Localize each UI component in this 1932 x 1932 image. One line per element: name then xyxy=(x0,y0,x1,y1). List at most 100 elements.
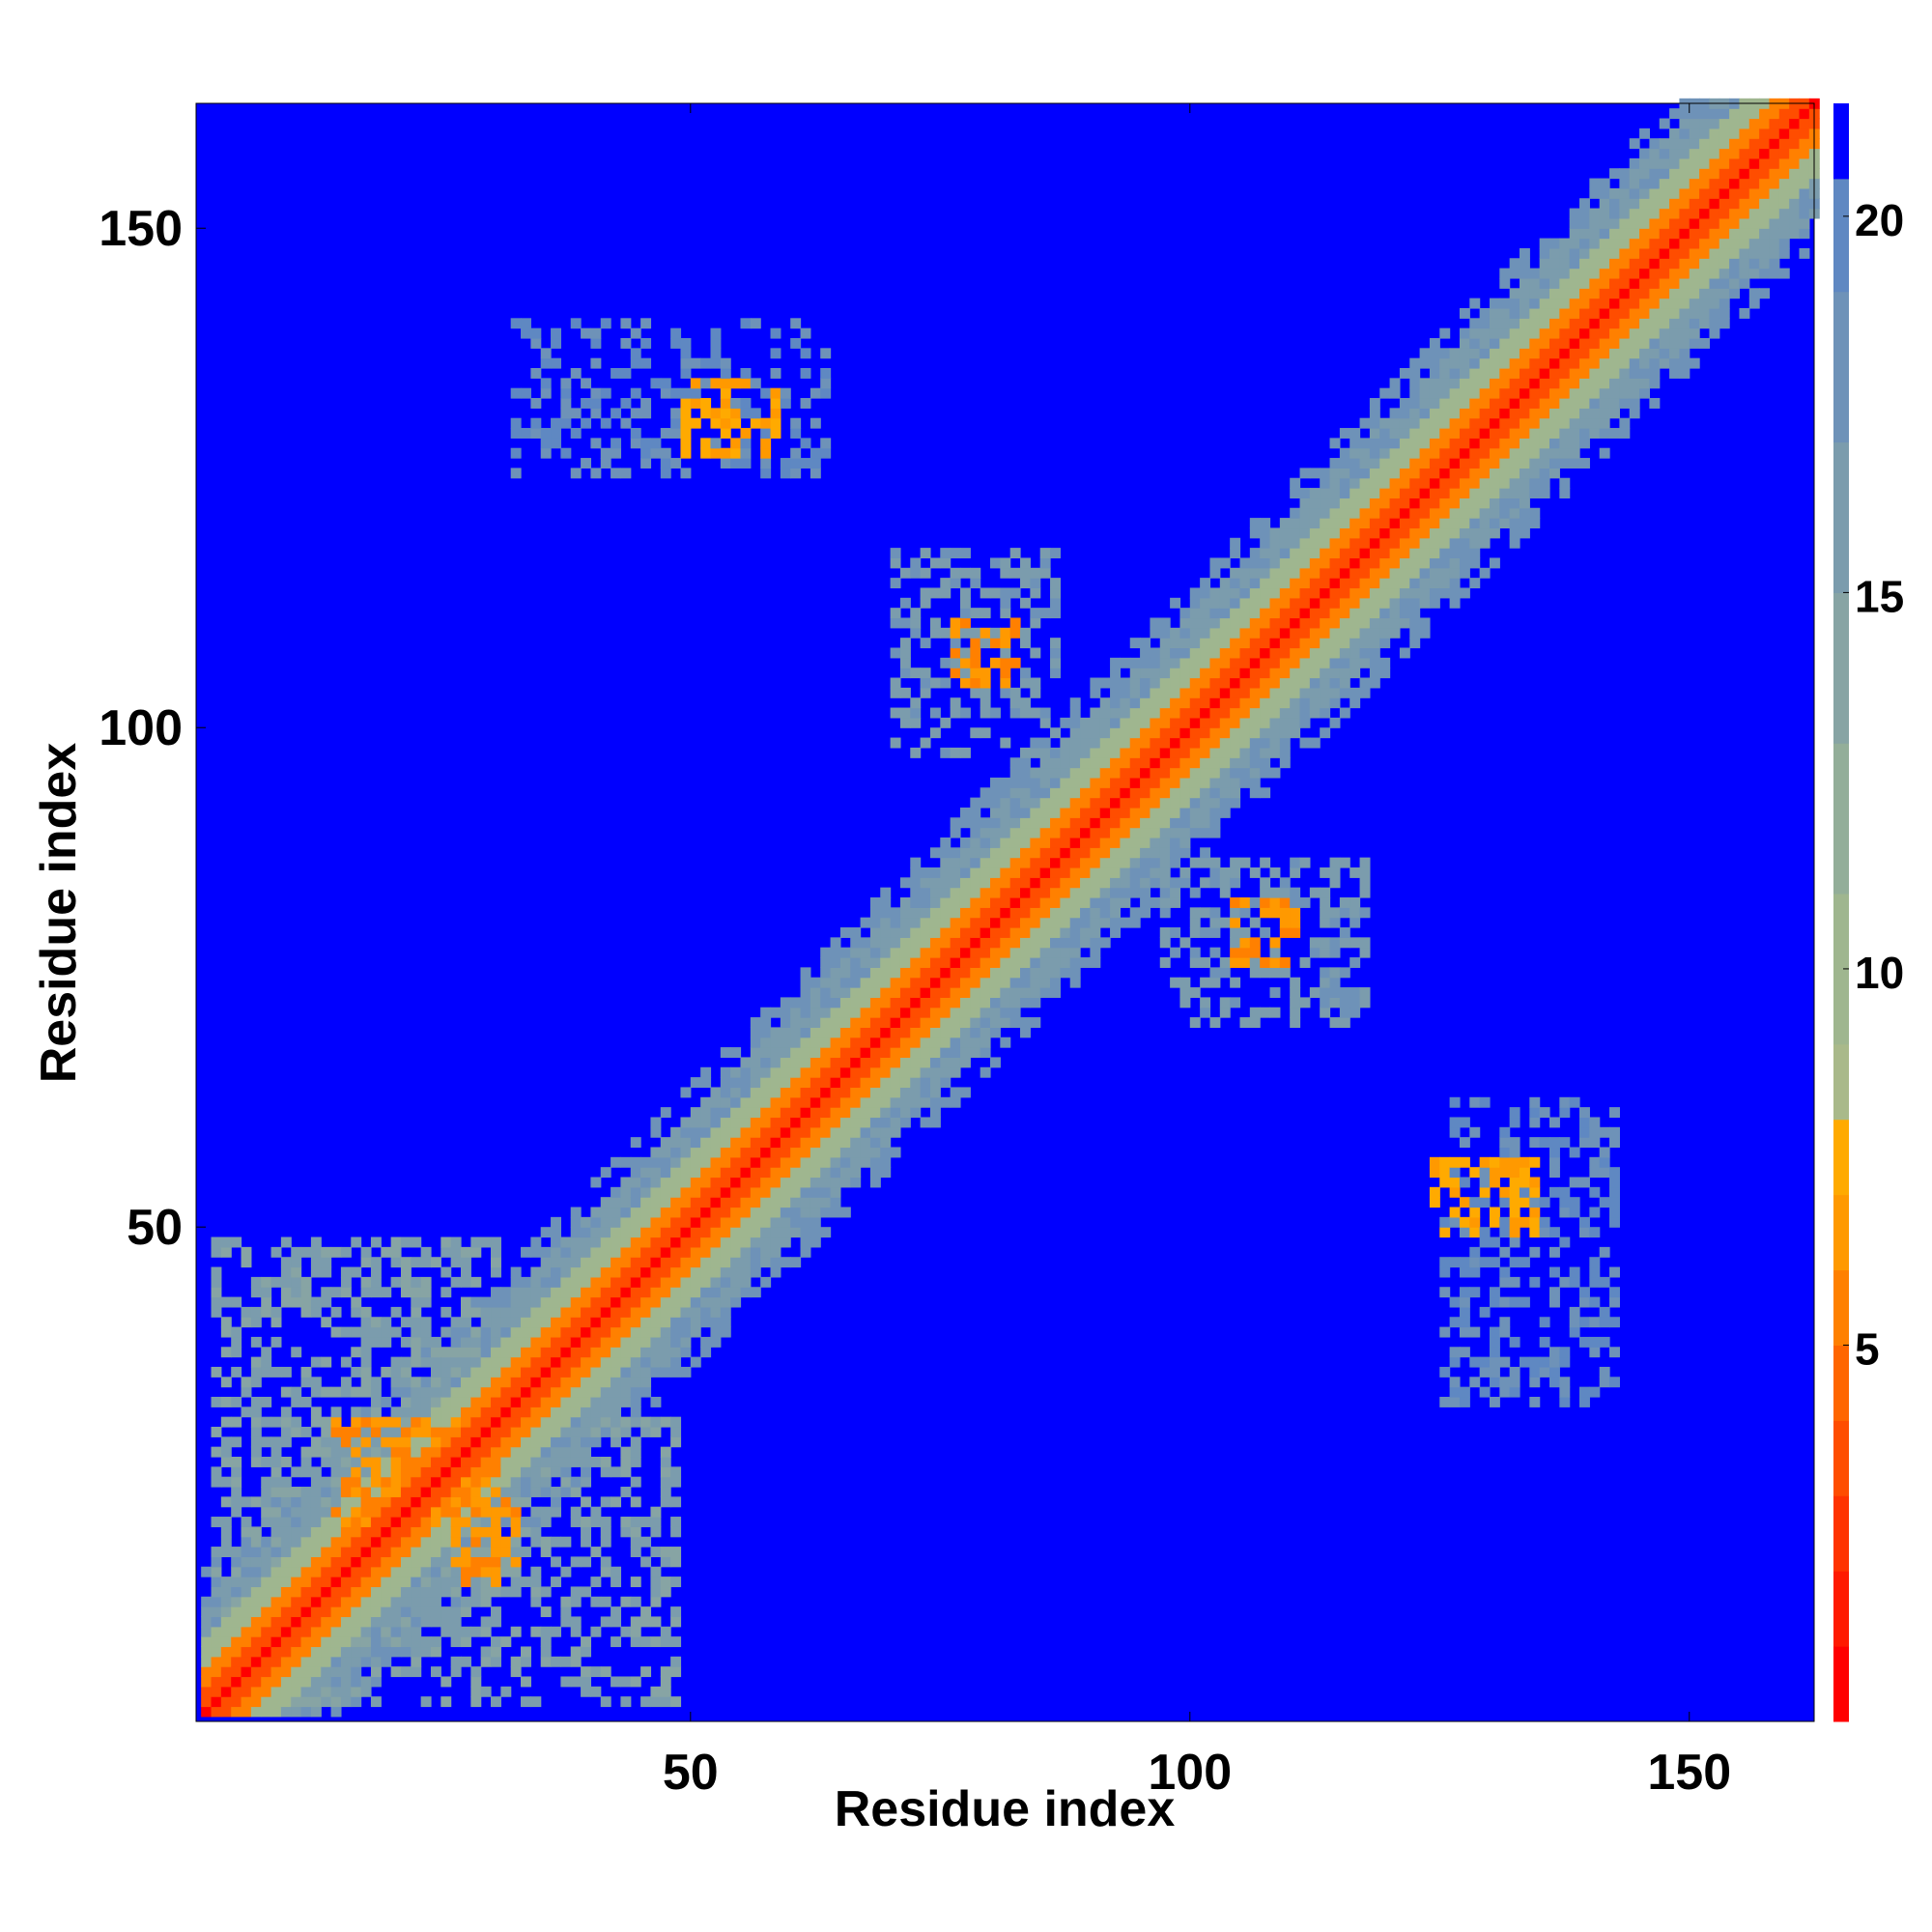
heatmap-cell xyxy=(1320,687,1331,698)
heatmap-cell xyxy=(1039,896,1051,908)
heatmap-cell xyxy=(760,428,772,439)
heatmap-cell xyxy=(720,1266,731,1278)
heatmap-cell xyxy=(1299,957,1311,968)
heatmap-cell xyxy=(1170,787,1181,799)
heatmap-cell xyxy=(1369,677,1380,689)
heatmap-cell xyxy=(1209,597,1221,609)
heatmap-cell xyxy=(1230,657,1241,668)
heatmap-cell xyxy=(600,1356,611,1368)
heatmap-cell xyxy=(440,1386,452,1398)
heatmap-cell xyxy=(450,1596,462,1607)
heatmap-cell xyxy=(740,1186,752,1198)
heatmap-cell xyxy=(500,1287,512,1298)
heatmap-cell xyxy=(1320,587,1331,599)
heatmap-cell xyxy=(1329,647,1341,659)
heatmap-cell xyxy=(750,1236,761,1248)
heatmap-cell xyxy=(1559,1236,1571,1248)
heatmap-cell xyxy=(1170,627,1181,639)
heatmap-cell xyxy=(720,1216,731,1228)
heatmap-cell xyxy=(220,1347,232,1358)
heatmap-cell xyxy=(1369,477,1380,489)
heatmap-cell xyxy=(630,1676,641,1688)
heatmap-cell xyxy=(1230,787,1241,799)
heatmap-cell xyxy=(989,1057,1001,1068)
heatmap-cell xyxy=(620,1517,632,1527)
heatmap-cell xyxy=(980,907,991,919)
heatmap-cell xyxy=(1000,567,1011,579)
heatmap-cell xyxy=(929,987,941,998)
heatmap-cell xyxy=(970,1047,981,1059)
heatmap-cell xyxy=(420,1317,432,1328)
heatmap-cell xyxy=(1219,717,1231,728)
heatmap-cell xyxy=(1609,387,1620,399)
heatmap-cell xyxy=(570,1476,582,1488)
heatmap-cell xyxy=(950,1057,961,1068)
heatmap-cell xyxy=(1609,1137,1620,1149)
heatmap-cell xyxy=(989,817,1001,829)
heatmap-cell xyxy=(700,1246,712,1258)
heatmap-cell xyxy=(1320,597,1331,609)
heatmap-cell xyxy=(1449,1186,1461,1198)
heatmap-cell xyxy=(1509,1216,1520,1228)
heatmap-cell xyxy=(1549,417,1560,429)
heatmap-cell xyxy=(1189,617,1201,629)
heatmap-cell xyxy=(1129,717,1141,728)
heatmap-cell xyxy=(390,1466,402,1478)
heatmap-cell xyxy=(839,1017,851,1028)
heatmap-cell xyxy=(1599,1167,1610,1179)
heatmap-cell xyxy=(461,1266,471,1278)
heatmap-cell xyxy=(910,1047,922,1059)
heatmap-cell xyxy=(660,1246,671,1258)
heatmap-cell xyxy=(1260,877,1271,889)
heatmap-cell xyxy=(1599,1366,1610,1378)
heatmap-cell xyxy=(650,438,662,449)
heatmap-cell xyxy=(1609,368,1620,379)
heatmap-cell xyxy=(630,1636,641,1648)
heatmap-cell xyxy=(370,1386,382,1398)
heatmap-cell xyxy=(581,1416,592,1428)
heatmap-cell xyxy=(581,1406,592,1418)
heatmap-cell xyxy=(1179,817,1191,829)
heatmap-cell xyxy=(710,1296,722,1308)
heatmap-cell xyxy=(270,1317,282,1328)
heatmap-cell xyxy=(261,1676,272,1688)
heatmap-cell xyxy=(611,1336,622,1348)
heatmap-cell xyxy=(461,1466,471,1478)
heatmap-cell xyxy=(340,1526,352,1538)
heatmap-cell xyxy=(700,447,712,459)
heatmap-cell xyxy=(461,1366,471,1378)
heatmap-cell xyxy=(611,368,622,379)
heatmap-cell xyxy=(770,1027,781,1038)
heatmap-cell xyxy=(1020,837,1031,848)
heatmap-cell xyxy=(370,1506,382,1518)
heatmap-cell xyxy=(940,557,952,569)
heatmap-cell xyxy=(740,1276,752,1288)
heatmap-cell xyxy=(1320,668,1331,679)
heatmap-cell xyxy=(1279,927,1291,938)
heatmap-cell xyxy=(581,1296,592,1308)
heatmap-cell xyxy=(540,1436,552,1448)
heatmap-cell xyxy=(989,877,1001,889)
heatmap-cell xyxy=(560,1317,572,1328)
heatmap-cell xyxy=(1140,677,1151,689)
heatmap-cell xyxy=(500,1406,512,1418)
heatmap-cell xyxy=(950,827,961,838)
heatmap-cell xyxy=(430,1466,441,1478)
heatmap-cell xyxy=(480,1336,492,1348)
heatmap-cell xyxy=(839,1057,851,1068)
heatmap-cell xyxy=(1170,657,1181,668)
heatmap-cell xyxy=(670,1306,682,1318)
heatmap-cell xyxy=(1519,378,1530,389)
heatmap-cell xyxy=(280,1276,292,1288)
heatmap-cell xyxy=(1519,398,1530,409)
heatmap-cell xyxy=(929,937,941,949)
heatmap-cell xyxy=(640,1366,652,1378)
heatmap-cell xyxy=(1039,907,1051,919)
heatmap-cell xyxy=(1549,1227,1560,1238)
heatmap-cell xyxy=(1099,737,1111,749)
heatmap-cell xyxy=(630,1207,641,1218)
heatmap-cell xyxy=(690,1216,701,1228)
heatmap-cell xyxy=(1230,717,1241,728)
heatmap-cell xyxy=(1009,857,1021,868)
heatmap-cell xyxy=(231,1487,242,1497)
